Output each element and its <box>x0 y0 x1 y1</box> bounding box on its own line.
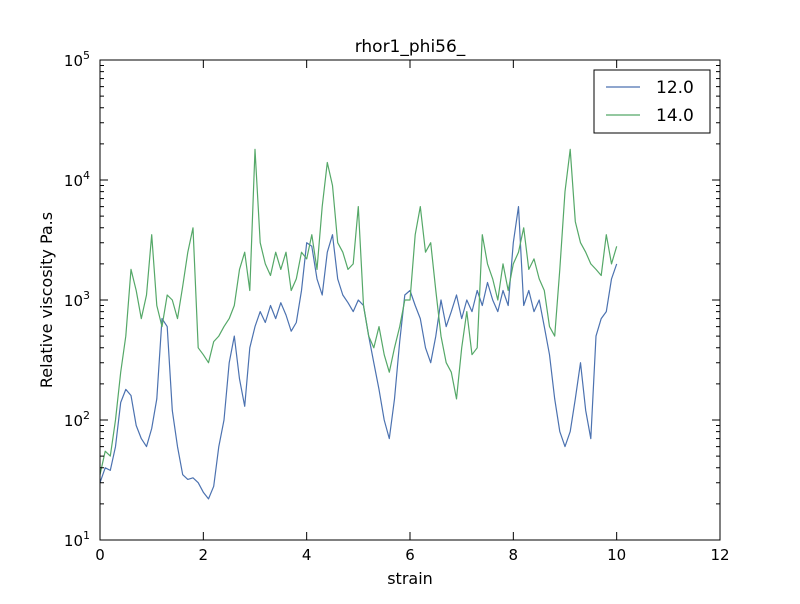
x-tick-label: 10 <box>607 546 626 564</box>
x-tick-label: 4 <box>302 546 312 564</box>
y-tick-label: 104 <box>64 169 90 190</box>
x-tick-label: 0 <box>95 546 105 564</box>
legend-box <box>593 69 711 134</box>
y-tick-label: 101 <box>64 529 90 550</box>
series-line-1 <box>99 148 618 475</box>
legend-label-14: 14.0 <box>656 106 694 126</box>
y-tick-label: 103 <box>64 289 90 310</box>
axes-frame <box>99 59 721 541</box>
x-axis-label: strain <box>387 569 433 588</box>
y-tick-label: 102 <box>64 409 90 430</box>
plot-area <box>99 148 618 500</box>
x-tick-label: 6 <box>405 546 415 564</box>
y-axis-label: Relative viscosity Pa.s <box>37 212 56 388</box>
y-axis-ticks: 101 102 103 104 105 <box>64 49 720 550</box>
y-tick-label: 105 <box>64 49 90 70</box>
x-tick-label: 8 <box>509 546 519 564</box>
legend: 12.0 14.0 <box>593 69 711 134</box>
chart-title: rhor1_phi56_ <box>355 37 466 57</box>
x-tick-label: 12 <box>710 546 729 564</box>
series-line-0 <box>99 206 618 500</box>
x-tick-label: 2 <box>199 546 209 564</box>
legend-label-12: 12.0 <box>656 78 694 98</box>
